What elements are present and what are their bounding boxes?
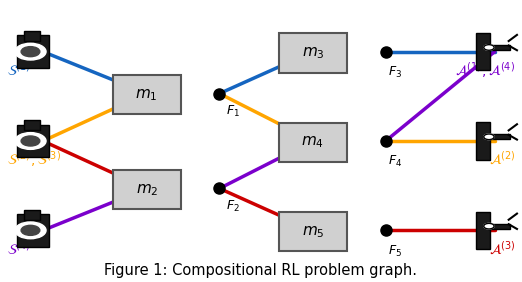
FancyBboxPatch shape	[488, 224, 509, 229]
FancyBboxPatch shape	[488, 45, 509, 50]
Text: $F_3$: $F_3$	[388, 65, 402, 80]
Circle shape	[15, 133, 46, 149]
FancyBboxPatch shape	[24, 31, 40, 41]
Circle shape	[484, 134, 494, 140]
Text: Figure 1: Compositional RL problem graph.: Figure 1: Compositional RL problem graph…	[104, 263, 418, 278]
Text: $F_2$: $F_2$	[226, 199, 240, 214]
Text: $F_5$: $F_5$	[388, 244, 402, 259]
Circle shape	[484, 223, 494, 229]
FancyBboxPatch shape	[279, 34, 347, 72]
Text: $\mathcal{A}^{(2)}$: $\mathcal{A}^{(2)}$	[489, 151, 515, 168]
FancyBboxPatch shape	[113, 170, 181, 210]
FancyBboxPatch shape	[477, 122, 490, 160]
Circle shape	[21, 136, 40, 146]
FancyBboxPatch shape	[477, 33, 490, 70]
FancyBboxPatch shape	[17, 125, 49, 157]
Text: $m_2$: $m_2$	[136, 182, 158, 198]
FancyBboxPatch shape	[24, 210, 40, 220]
Circle shape	[21, 225, 40, 235]
Text: $m_5$: $m_5$	[302, 224, 324, 240]
Circle shape	[484, 45, 494, 50]
Circle shape	[15, 222, 46, 239]
FancyBboxPatch shape	[477, 212, 490, 249]
Circle shape	[15, 43, 46, 60]
Text: $\mathcal{S}^{(4)}$: $\mathcal{S}^{(4)}$	[7, 239, 30, 257]
FancyBboxPatch shape	[113, 75, 181, 114]
Text: $F_1$: $F_1$	[226, 104, 240, 119]
Text: $m_3$: $m_3$	[302, 45, 324, 61]
Text: $m_1$: $m_1$	[136, 87, 158, 103]
Text: $\mathcal{A}^{(3)}$: $\mathcal{A}^{(3)}$	[489, 240, 515, 257]
Text: $\mathcal{S}^{(2)},\mathcal{S}^{(3)}$: $\mathcal{S}^{(2)},\mathcal{S}^{(3)}$	[7, 149, 61, 169]
Text: $\mathcal{S}^{(1)}$: $\mathcal{S}^{(1)}$	[7, 61, 30, 79]
FancyBboxPatch shape	[488, 134, 509, 139]
FancyBboxPatch shape	[279, 212, 347, 251]
FancyBboxPatch shape	[24, 120, 40, 130]
Circle shape	[21, 47, 40, 57]
FancyBboxPatch shape	[17, 36, 49, 68]
Text: $m_4$: $m_4$	[301, 135, 324, 150]
FancyBboxPatch shape	[279, 123, 347, 162]
Text: $\mathcal{A}^{(1)},\mathcal{A}^{(4)}$: $\mathcal{A}^{(1)},\mathcal{A}^{(4)}$	[455, 60, 515, 80]
Text: $F_4$: $F_4$	[388, 154, 402, 169]
FancyBboxPatch shape	[17, 214, 49, 246]
